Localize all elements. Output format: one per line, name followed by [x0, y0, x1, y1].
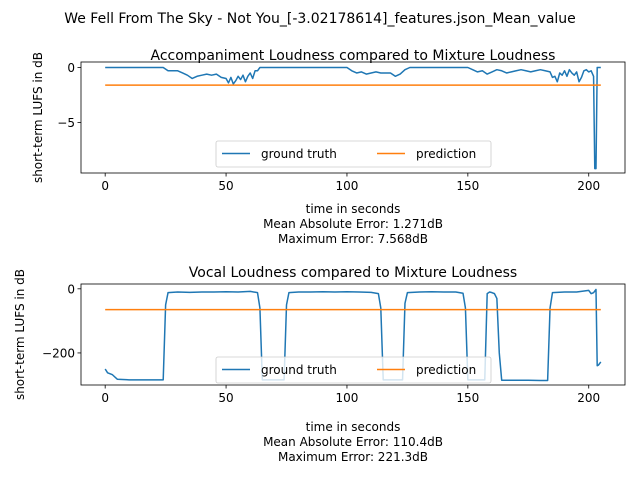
- accompaniment-legend-prediction-label: prediction: [416, 147, 476, 161]
- vocal-x-tick-label: 150: [456, 391, 479, 405]
- accompaniment-x-tick-label: 200: [577, 179, 600, 193]
- vocal-legend-frame: [215, 356, 492, 384]
- accompaniment-x-ticks: 0 50 100 150 200: [101, 173, 600, 193]
- accompaniment-plot-title: Accompaniment Loudness compared to Mixtu…: [151, 48, 556, 64]
- accompaniment-subplot: Accompaniment Loudness compared to Mixtu…: [31, 48, 626, 246]
- accompaniment-plot-frame: [80, 61, 626, 174]
- accompaniment-x-tick-label: 100: [336, 179, 359, 193]
- vocal-y-tick-label: 0: [67, 282, 75, 296]
- vocal-legend-prediction-label: prediction: [416, 363, 476, 377]
- vocal-y-axis-label: short-term LUFS in dB: [13, 269, 27, 400]
- vocal-legend-ground-truth-label: ground truth: [261, 363, 337, 377]
- accompaniment-legend-ground-truth-label: ground truth: [261, 147, 337, 161]
- vocal-x-tick-label: 0: [101, 391, 109, 405]
- accompaniment-y-tick-label: −5: [57, 116, 75, 130]
- vocal-y-tick-label: −200: [42, 346, 75, 360]
- vocal-mean-absolute-error: Mean Absolute Error: 110.4dB: [263, 435, 443, 449]
- vocal-x-axis-label: time in seconds: [306, 420, 401, 434]
- accompaniment-x-axis-label: time in seconds: [306, 202, 401, 216]
- vocal-legend: ground truth prediction: [215, 356, 492, 384]
- accompaniment-y-axis-label: short-term LUFS in dB: [31, 52, 45, 183]
- accompaniment-mean-absolute-error: Mean Absolute Error: 1.271dB: [263, 217, 443, 231]
- accompaniment-maximum-error: Maximum Error: 7.568dB: [278, 232, 428, 246]
- vocal-y-ticks: 0 −200: [42, 282, 81, 360]
- vocal-maximum-error: Maximum Error: 221.3dB: [278, 450, 428, 464]
- accompaniment-ground-truth-line: [105, 66, 601, 170]
- vocal-x-ticks: 0 50 100 150 200: [101, 385, 600, 405]
- accompaniment-legend: ground truth prediction: [215, 140, 492, 168]
- vocal-x-tick-label: 200: [577, 391, 600, 405]
- vocal-x-tick-label: 50: [218, 391, 233, 405]
- vocal-plot-title: Vocal Loudness compared to Mixture Loudn…: [189, 265, 517, 281]
- vocal-plot-frame: [80, 283, 626, 386]
- vocal-x-tick-label: 100: [336, 391, 359, 405]
- figure-suptitle: We Fell From The Sky - Not You_[-3.02178…: [64, 11, 576, 27]
- accompaniment-legend-frame: [215, 140, 492, 168]
- accompaniment-x-tick-label: 150: [456, 179, 479, 193]
- vocal-subplot: Vocal Loudness compared to Mixture Loudn…: [13, 265, 626, 464]
- accompaniment-x-tick-label: 50: [218, 179, 233, 193]
- accompaniment-y-ticks: 0 −5: [57, 61, 81, 130]
- accompaniment-x-tick-label: 0: [101, 179, 109, 193]
- accompaniment-y-tick-label: 0: [67, 61, 75, 75]
- accompaniment-marks: [105, 66, 601, 170]
